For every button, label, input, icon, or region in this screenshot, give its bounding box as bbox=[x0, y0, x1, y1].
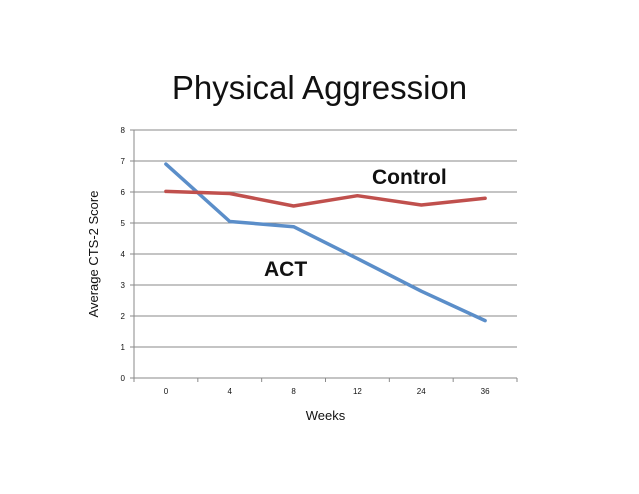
y-tick-label-3: 3 bbox=[121, 281, 126, 290]
x-tick-label-5: 36 bbox=[481, 387, 490, 396]
y-tick-label-8: 8 bbox=[121, 126, 126, 135]
series-line-act bbox=[164, 162, 487, 323]
y-tick-label-5: 5 bbox=[121, 219, 126, 228]
x-tick-label-3: 12 bbox=[353, 387, 362, 396]
chart-title: Physical Aggression bbox=[171, 69, 468, 106]
x-tick-label-1: 4 bbox=[228, 387, 233, 396]
x-tick-label-2: 8 bbox=[291, 387, 296, 396]
y-tick-label-0: 0 bbox=[121, 374, 126, 383]
x-tick-label-4: 24 bbox=[417, 387, 426, 396]
y-tick-label-7: 7 bbox=[121, 157, 126, 166]
series-label-act: ACT bbox=[264, 258, 307, 281]
series-line-control bbox=[164, 189, 487, 208]
series-label-control: Control bbox=[372, 166, 447, 189]
y-tick-label-1: 1 bbox=[121, 343, 126, 352]
y-tick-label-2: 2 bbox=[121, 312, 126, 321]
x-tick-label-0: 0 bbox=[164, 387, 169, 396]
y-tick-label-4: 4 bbox=[121, 250, 126, 259]
y-axis-title: Average CTS-2 Score bbox=[86, 191, 101, 318]
x-axis-title: Weeks bbox=[306, 408, 346, 423]
y-tick-label-6: 6 bbox=[121, 188, 126, 197]
